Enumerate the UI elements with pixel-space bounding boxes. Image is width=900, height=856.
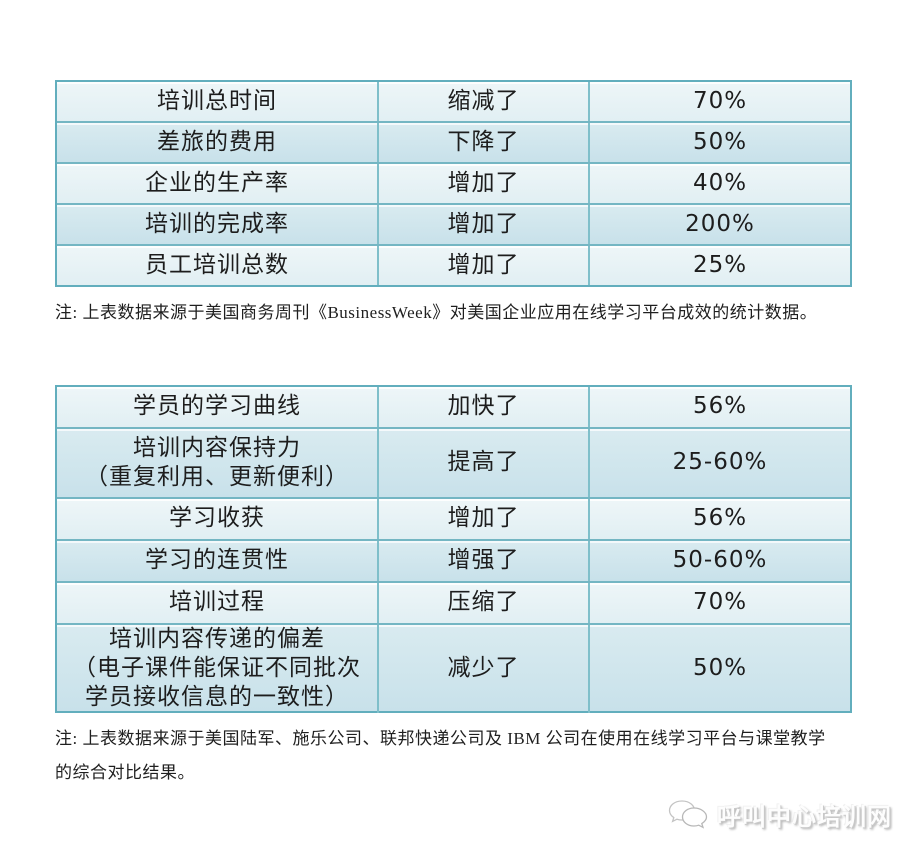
watermark-text: 呼叫中心培训网 (717, 803, 892, 831)
change-cell: 下降了 (377, 123, 588, 162)
change-cell: 加快了 (377, 387, 588, 427)
metric-cell: 学员的学习曲线 (133, 393, 301, 420)
chat-bubbles-icon (668, 799, 708, 829)
value-cell: 25-60% (588, 429, 850, 497)
table-comparison-results: 学员的学习曲线 加快了 56% 培训内容保持力 （重复利用、更新便利） 提高了 … (55, 385, 852, 713)
metric-cell: 培训内容传递的偏差 （电子课件能保证不同批次 学员接收信息的一致性） (73, 626, 361, 711)
value-cell: 50-60% (588, 541, 850, 581)
value-cell: 50% (588, 625, 850, 713)
change-cell: 增强了 (377, 541, 588, 581)
value-cell: 70% (588, 82, 850, 121)
value-cell: 25% (588, 246, 850, 285)
table-row: 培训的完成率 增加了 200% (57, 203, 850, 244)
change-cell: 缩减了 (377, 82, 588, 121)
change-cell: 减少了 (377, 625, 588, 713)
table1-footnote: 注: 上表数据来源于美国商务周刊《BusinessWeek》对美国企业应用在线学… (55, 303, 818, 322)
change-cell: 压缩了 (377, 583, 588, 623)
change-cell: 增加了 (377, 205, 588, 244)
metric-cell: 员工培训总数 (145, 251, 289, 278)
value-cell: 50% (588, 123, 850, 162)
table-businessweek-stats: 培训总时间 缩减了 70% 差旅的费用 下降了 50% 企业的生产率 增加了 4… (55, 80, 852, 287)
table-row: 学员的学习曲线 加快了 56% (57, 387, 850, 427)
value-cell: 56% (588, 387, 850, 427)
metric-cell: 培训内容保持力 （重复利用、更新便利） (85, 434, 349, 490)
change-cell: 增加了 (377, 499, 588, 539)
change-cell: 提高了 (377, 429, 588, 497)
metric-cell: 企业的生产率 (145, 169, 289, 196)
table-row: 培训总时间 缩减了 70% (57, 82, 850, 121)
value-cell: 200% (588, 205, 850, 244)
value-cell: 56% (588, 499, 850, 539)
table-row: 差旅的费用 下降了 50% (57, 121, 850, 162)
value-cell: 40% (588, 164, 850, 203)
table-row: 员工培训总数 增加了 25% (57, 244, 850, 285)
metric-cell: 差旅的费用 (157, 128, 277, 155)
table-row: 培训内容传递的偏差 （电子课件能保证不同批次 学员接收信息的一致性） 减少了 5… (57, 623, 850, 713)
metric-cell: 学习收获 (169, 505, 265, 532)
metric-cell: 培训过程 (169, 589, 265, 616)
metric-cell: 培训的完成率 (145, 210, 289, 237)
change-cell: 增加了 (377, 246, 588, 285)
table-row: 培训过程 压缩了 70% (57, 581, 850, 623)
value-cell: 70% (588, 583, 850, 623)
table-row: 企业的生产率 增加了 40% (57, 162, 850, 203)
table-row: 学习收获 增加了 56% (57, 497, 850, 539)
watermark-logo: 呼叫中心培训网 (668, 797, 892, 832)
table-row: 培训内容保持力 （重复利用、更新便利） 提高了 25-60% (57, 427, 850, 497)
change-cell: 增加了 (377, 164, 588, 203)
metric-cell: 学习的连贯性 (145, 547, 289, 574)
table-row: 学习的连贯性 增强了 50-60% (57, 539, 850, 581)
table2-footnote: 注: 上表数据来源于美国陆军、施乐公司、联邦快递公司及 IBM 公司在使用在线学… (55, 729, 826, 782)
metric-cell: 培训总时间 (157, 87, 277, 114)
